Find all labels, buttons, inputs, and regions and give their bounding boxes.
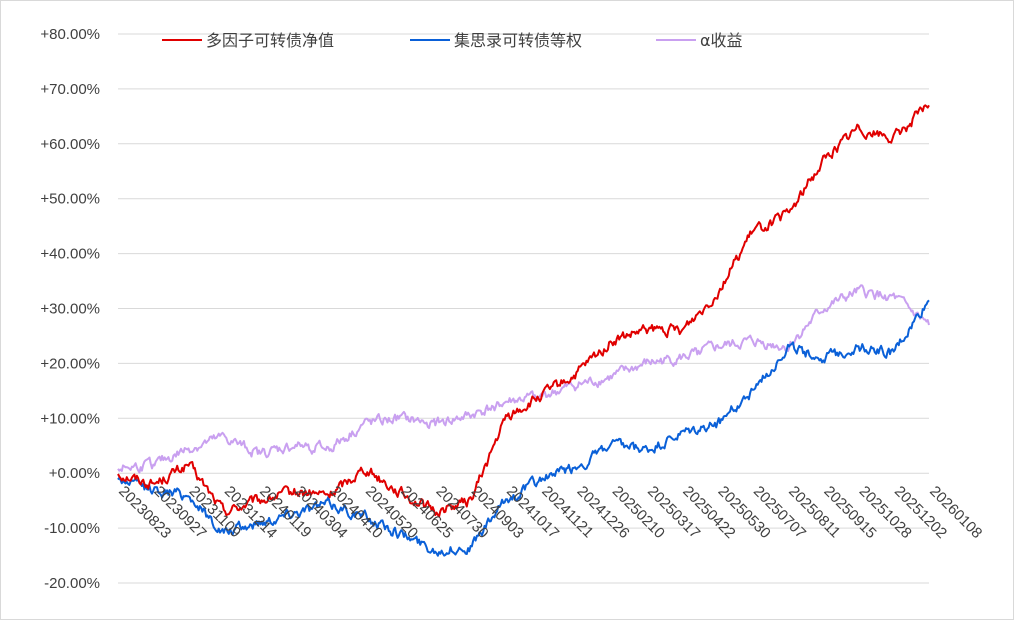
y-tick-label: +50.00% bbox=[40, 191, 100, 208]
y-tick-label: +30.00% bbox=[40, 301, 100, 318]
y-tick-label: +10.00% bbox=[40, 410, 100, 427]
y-tick-label: +20.00% bbox=[40, 355, 100, 372]
y-tick-label: +40.00% bbox=[40, 246, 100, 263]
series-line bbox=[117, 104, 930, 518]
y-tick-label: +60.00% bbox=[40, 136, 100, 153]
y-tick-label: +70.00% bbox=[40, 81, 100, 98]
legend: 多因子可转债净值 集思录可转债等权 α收益 bbox=[162, 31, 743, 50]
x-axis-ticks: 2023082320230927202311092023121420240119… bbox=[115, 483, 985, 542]
legend-label: 多因子可转债净值 bbox=[206, 31, 334, 50]
y-tick-label: -10.00% bbox=[44, 520, 100, 537]
legend-label: 集思录可转债等权 bbox=[454, 31, 582, 50]
series-line bbox=[117, 284, 930, 474]
series-line bbox=[117, 299, 930, 557]
legend-label: α收益 bbox=[700, 31, 743, 50]
y-tick-label: -20.00% bbox=[44, 575, 100, 592]
y-tick-label: +0.00% bbox=[49, 465, 100, 482]
y-tick-label: +80.00% bbox=[40, 26, 100, 43]
y-axis-ticks: +80.00% +70.00% +60.00% +50.00% +40.00% +30.0… bbox=[40, 26, 100, 592]
gridlines bbox=[118, 33, 929, 584]
series-lines bbox=[117, 104, 930, 557]
